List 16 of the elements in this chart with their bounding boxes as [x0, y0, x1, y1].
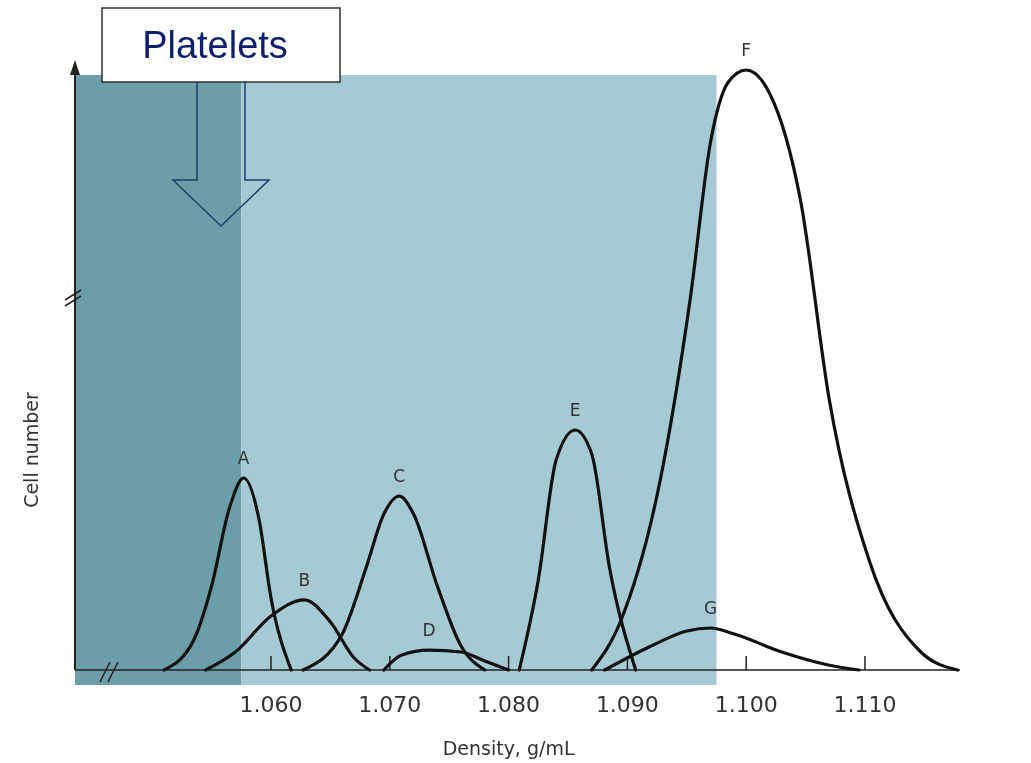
series-label: E	[569, 400, 581, 420]
y-axis-title: Cell number	[20, 391, 42, 508]
series-label: A	[237, 448, 250, 468]
series-label: C	[393, 466, 406, 486]
x-tick-label: 1.110	[833, 692, 897, 717]
series-label: D	[422, 620, 436, 641]
x-tick-label: 1.060	[239, 692, 303, 717]
series-label: B	[298, 569, 311, 590]
x-tick-label: 1.070	[358, 692, 422, 717]
series-label: G	[703, 598, 718, 618]
x-axis-title: Density, g/mL	[442, 737, 575, 759]
text: Platelets	[142, 24, 288, 66]
x-tick-label: 1.080	[477, 692, 541, 717]
x-tick-label: 1.100	[714, 692, 778, 717]
x-tick-label: 1.090	[595, 692, 659, 717]
series-label: F	[741, 40, 752, 60]
